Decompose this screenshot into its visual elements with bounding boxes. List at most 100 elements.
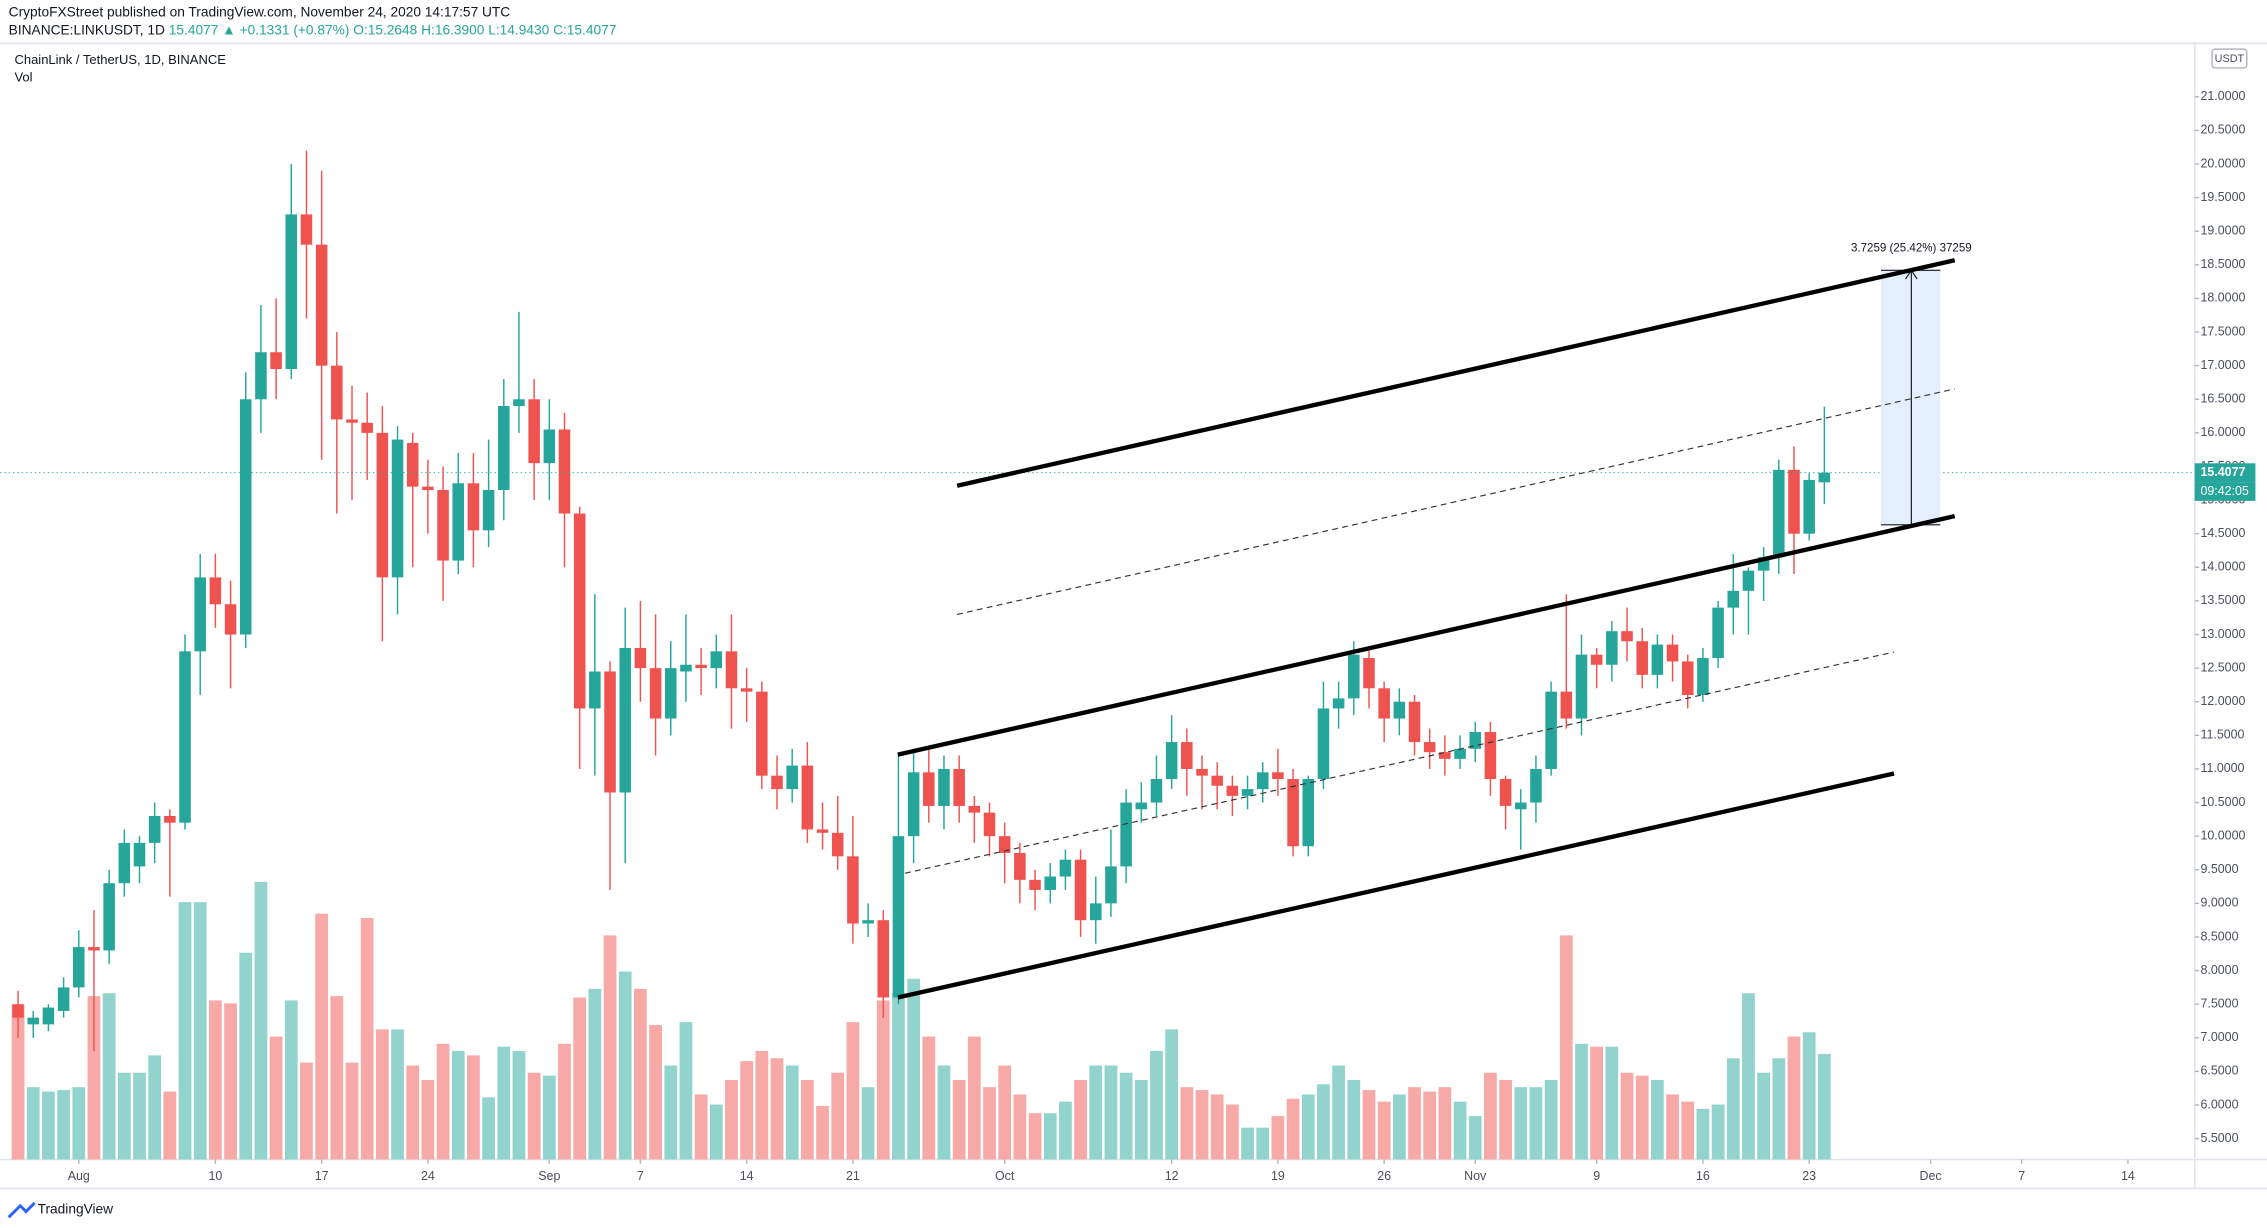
volume-bar (1666, 1094, 1679, 1160)
volume-bar (224, 1003, 237, 1160)
volume-bar (26, 1087, 40, 1160)
volume-bar (1544, 1079, 1558, 1160)
plot: 5.5000 6.0000 6.5000 7.0000 7.5000 8.0000 8.50… (0, 89, 2245, 1183)
x-tick-label: 17 (315, 1169, 329, 1183)
candles (12, 150, 1831, 1052)
candle-body (740, 688, 753, 692)
candle-body (983, 812, 996, 837)
brand: TradingView (38, 1202, 114, 1217)
candle-body (1196, 768, 1208, 776)
y-tick-label: 16.0000 (2200, 425, 2245, 439)
currency: USDT (2215, 53, 2245, 65)
candle-body (710, 651, 723, 669)
volume-bar (1134, 1079, 1148, 1160)
candle-body (923, 772, 935, 806)
x-tick-label: 9 (1593, 1169, 1600, 1183)
volume-bar (1392, 1094, 1406, 1160)
candle-body (1044, 876, 1056, 890)
volume-bar (1453, 1101, 1467, 1160)
volume-bar (816, 1105, 829, 1160)
volume-bar (254, 881, 268, 1160)
volume-bar (209, 1000, 222, 1160)
candle-body (756, 691, 768, 776)
volume-bar (375, 1029, 389, 1160)
x-tick-label: Nov (1464, 1169, 1487, 1183)
y-tick-label: 8.0000 (2200, 963, 2238, 977)
volume-bar (1332, 1065, 1345, 1160)
candle-body (1515, 802, 1527, 810)
x-tick-label: 14 (740, 1169, 754, 1183)
x-tick-label: 10 (208, 1169, 222, 1183)
candle-body (1226, 785, 1239, 796)
y-tick-label: 13.5000 (2200, 593, 2245, 607)
volume-bar (1423, 1091, 1437, 1160)
volume-bar (315, 913, 329, 1160)
currency-box[interactable] (2211, 48, 2248, 69)
y-tick-label: 7.5000 (2200, 996, 2238, 1010)
volume-bar (785, 1065, 799, 1160)
volume-bar (451, 1051, 465, 1160)
candle-body (1651, 644, 1664, 675)
candle-body (1256, 772, 1269, 790)
volume-bar (542, 1075, 556, 1160)
volume-bar (1438, 1087, 1452, 1160)
candle-body (953, 768, 965, 806)
candle-body (361, 422, 373, 433)
x-tick-label: 14 (2121, 1169, 2135, 1183)
candle-body (164, 815, 176, 823)
candle-body (1773, 469, 1785, 558)
candle-body (1014, 852, 1026, 880)
volume-bar (178, 902, 192, 1160)
candle-body (604, 671, 616, 793)
y-tick-label: 18.5000 (2200, 257, 2245, 271)
volume-bar (983, 1087, 996, 1160)
x-tick-label: 19 (1271, 1169, 1285, 1183)
volume-bar (755, 1051, 769, 1160)
candle-body (1363, 658, 1375, 689)
volume-bar (1362, 1090, 1376, 1160)
volume-bar (269, 1036, 283, 1160)
y-tick-label: 17.0000 (2200, 358, 2245, 372)
x-tick-label: Oct (995, 1169, 1015, 1183)
volume-bar (634, 988, 647, 1160)
volume-bar (497, 1046, 511, 1160)
x-tick-label: 23 (1802, 1169, 1816, 1183)
y-tick-label: 17.5000 (2200, 324, 2245, 338)
volume-bar (87, 996, 101, 1160)
candle-body (73, 947, 85, 988)
volume-bar (664, 1065, 678, 1160)
candle-body (1241, 789, 1254, 796)
volume-bar (1635, 1075, 1649, 1160)
volume-bar (1013, 1094, 1027, 1160)
volume-bar (831, 1072, 845, 1160)
drawings: 3.7259 (25.42%) 37259 (897, 243, 1972, 1000)
volume-bar (360, 918, 374, 1160)
candle-body (1530, 768, 1542, 803)
candle-body (680, 664, 692, 672)
candle-body (391, 439, 404, 578)
trend-line (897, 514, 1956, 757)
y-tick-label: 18.0000 (2200, 291, 2245, 305)
volume-bar (1119, 1072, 1133, 1160)
candle-body (1545, 691, 1557, 769)
volume-bar (1377, 1101, 1391, 1160)
volume-bar (1514, 1087, 1528, 1160)
volume-bar (1271, 1116, 1285, 1160)
volume-bars (11, 881, 1831, 1160)
channel-mid-line (956, 388, 1955, 615)
candle-body (1150, 779, 1163, 803)
volume-bar (1559, 935, 1573, 1160)
y-tick-label: 21.0000 (2200, 89, 2245, 103)
volume-bar (694, 1094, 708, 1160)
volume-bar (482, 1097, 495, 1160)
candle-body (1666, 644, 1679, 662)
volume-bar (330, 996, 344, 1160)
candle-body (1621, 631, 1633, 642)
candle-body (543, 429, 556, 464)
volume-bar (937, 1065, 951, 1160)
volume-bar (72, 1087, 86, 1160)
candle-body (1469, 731, 1482, 749)
candle-body (649, 668, 662, 719)
candle-body (907, 772, 920, 837)
y-tick-label: 20.0000 (2200, 156, 2245, 170)
